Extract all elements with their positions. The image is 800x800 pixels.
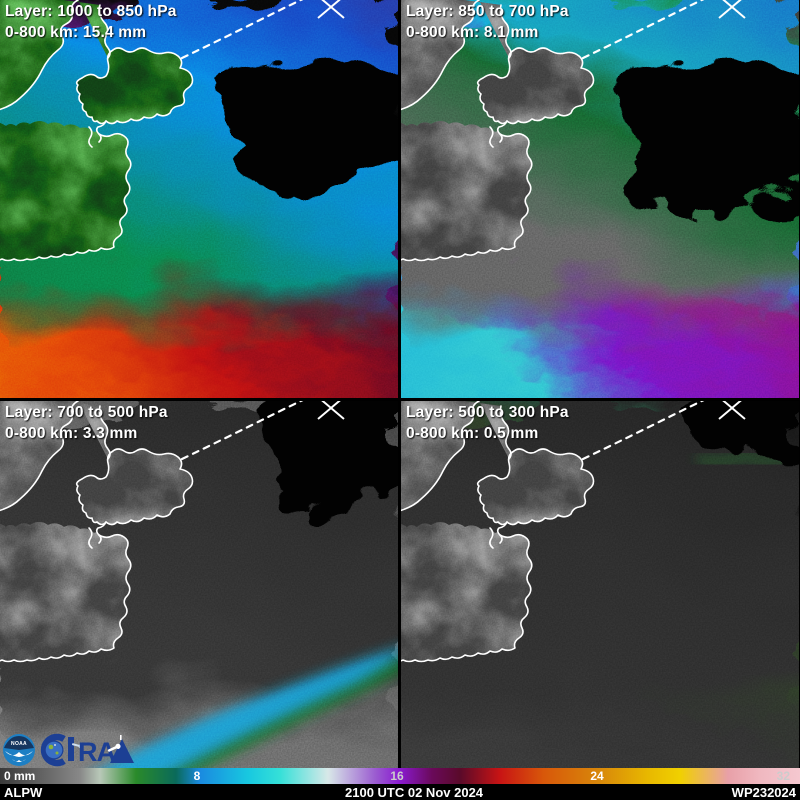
- svg-text:8: 8: [194, 769, 201, 783]
- svg-text:16: 16: [390, 769, 404, 783]
- svg-text:24: 24: [590, 769, 604, 783]
- svg-text:NOAA: NOAA: [11, 741, 27, 747]
- svg-text:RA: RA: [78, 737, 115, 767]
- svg-text:0 mm: 0 mm: [4, 769, 35, 783]
- svg-text:32: 32: [777, 769, 791, 783]
